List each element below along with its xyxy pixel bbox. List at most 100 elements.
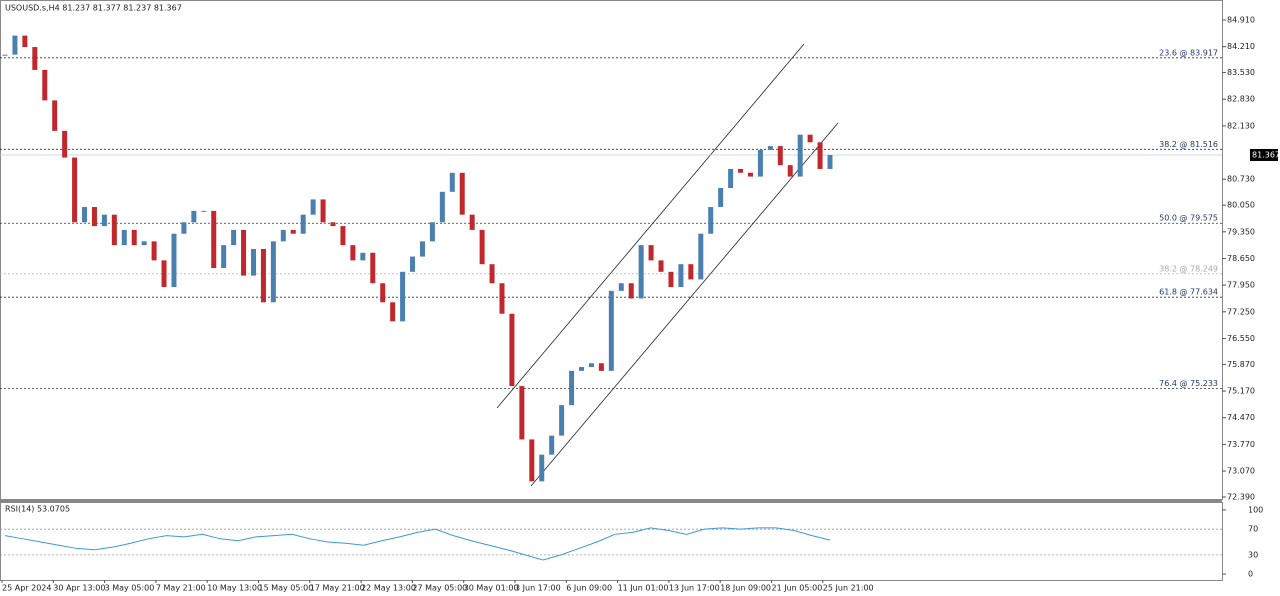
candle xyxy=(52,100,58,131)
candle xyxy=(827,154,833,169)
candle xyxy=(738,168,744,173)
candle xyxy=(101,214,107,227)
y-tick-label: 75.870 xyxy=(1227,360,1255,369)
y-tick-label: 83.530 xyxy=(1227,68,1255,77)
candle xyxy=(479,229,485,265)
y-tick-label: 82.130 xyxy=(1227,121,1255,130)
x-tick-label: 17 May 21:00 xyxy=(310,584,365,593)
rsi-panel xyxy=(0,502,1223,581)
candle xyxy=(777,146,783,166)
candle xyxy=(648,245,654,261)
fib-label: 38.2 @ 81.516 xyxy=(1159,140,1218,149)
candle xyxy=(181,222,187,234)
x-tick-label: 25 Apr 2024 xyxy=(2,584,51,593)
candle xyxy=(260,248,266,303)
candle xyxy=(22,35,28,48)
candle xyxy=(559,405,565,436)
candle xyxy=(678,264,684,288)
rsi-title: RSI(14) 53.0705 xyxy=(5,505,70,514)
y-tick-label: 72.390 xyxy=(1227,492,1255,501)
rsi-tick-label: 0 xyxy=(1248,570,1253,579)
x-tick-label: 15 May 05:00 xyxy=(259,584,314,593)
candle xyxy=(300,214,306,234)
candle xyxy=(519,386,525,440)
candle xyxy=(340,226,346,246)
y-tick-label: 84.910 xyxy=(1227,16,1255,25)
x-tick-label: 7 May 21:00 xyxy=(156,584,206,593)
x-tick-label: 30 May 01:00 xyxy=(464,584,519,593)
candle xyxy=(668,271,674,288)
candle xyxy=(658,260,664,272)
candle xyxy=(141,241,147,246)
candle xyxy=(747,172,753,177)
main-panel xyxy=(0,0,1223,500)
candle xyxy=(221,245,227,268)
candle xyxy=(121,229,127,246)
candle xyxy=(708,207,714,234)
candle xyxy=(161,260,167,288)
candle xyxy=(767,146,773,150)
candle xyxy=(400,271,406,322)
y-tick-label: 79.350 xyxy=(1227,227,1255,236)
candle xyxy=(350,245,356,261)
y-tick-label: 73.770 xyxy=(1227,440,1255,449)
candle xyxy=(290,229,296,234)
candle xyxy=(370,252,376,284)
candle xyxy=(489,264,495,284)
candle xyxy=(608,290,614,371)
candle xyxy=(32,47,38,70)
y-tick-label: 77.250 xyxy=(1227,307,1255,316)
candle xyxy=(2,54,8,56)
candle xyxy=(579,367,585,371)
y-tick-label: 77.950 xyxy=(1227,281,1255,290)
x-tick-label: 18 Jun 09:00 xyxy=(720,584,771,593)
candle xyxy=(419,241,425,257)
candle xyxy=(638,245,644,299)
candle xyxy=(469,214,475,230)
candle xyxy=(62,130,68,158)
candle xyxy=(82,207,88,223)
candle xyxy=(539,454,545,482)
candle xyxy=(598,363,604,371)
candle xyxy=(688,264,694,280)
candle xyxy=(211,210,217,268)
candle xyxy=(569,370,575,406)
x-tick-label: 3 May 05:00 xyxy=(105,584,155,593)
candle xyxy=(360,252,366,261)
channel-line xyxy=(530,122,839,487)
candle xyxy=(310,199,316,215)
candle xyxy=(270,241,276,303)
candle xyxy=(429,222,435,242)
y-tick-label: 74.470 xyxy=(1227,413,1255,422)
candle xyxy=(131,229,137,246)
candle xyxy=(588,363,594,368)
y-tick-label: 76.550 xyxy=(1227,334,1255,343)
fib-label: 76.4 @ 75.233 xyxy=(1159,379,1218,388)
x-tick-label: 21 Jun 05:00 xyxy=(772,584,823,593)
rsi-tick-label: 100 xyxy=(1248,505,1263,514)
candle xyxy=(111,214,117,246)
candle xyxy=(787,165,793,177)
candle xyxy=(91,207,97,227)
rsi-tick-label: 70 xyxy=(1248,525,1258,534)
candle xyxy=(628,283,634,299)
candle xyxy=(330,222,336,227)
candle xyxy=(320,199,326,223)
y-tick-label: 75.170 xyxy=(1227,387,1255,396)
y-tick-label: 80.730 xyxy=(1227,175,1255,184)
x-tick-label: 10 May 13:00 xyxy=(207,584,262,593)
y-tick-label: 80.050 xyxy=(1227,201,1255,210)
candle xyxy=(12,35,18,55)
x-tick-label: 30 Apr 13:00 xyxy=(53,584,105,593)
y-tick-label: 82.830 xyxy=(1227,95,1255,104)
candle xyxy=(42,69,48,101)
last-price-box xyxy=(1250,148,1278,161)
fib-label: 61.8 @ 77.634 xyxy=(1159,288,1218,297)
candle xyxy=(410,256,416,272)
fib-label: 23.6 @ 83.917 xyxy=(1159,48,1218,57)
candle xyxy=(718,188,724,208)
y-tick-label: 84.210 xyxy=(1227,42,1255,51)
rsi-tick-label: 30 xyxy=(1248,550,1258,559)
candle xyxy=(380,283,386,303)
